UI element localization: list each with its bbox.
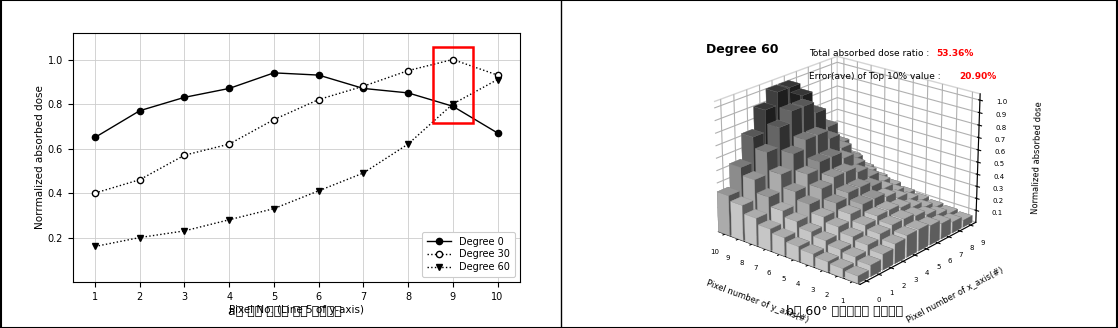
Degree 60 <box>178 229 191 233</box>
Degree 30 <box>446 57 459 61</box>
Degree 0 <box>267 71 281 75</box>
Degree 30 <box>267 118 281 122</box>
Degree 60 <box>446 102 459 106</box>
Degree 0 <box>401 91 415 95</box>
Degree 60 <box>491 78 504 82</box>
Text: Total absorbed dose ratio :: Total absorbed dose ratio : <box>809 49 932 58</box>
Degree 0 <box>222 87 236 91</box>
Degree 0 <box>88 135 102 139</box>
Degree 30 <box>133 178 146 182</box>
Degree 30 <box>88 191 102 195</box>
Degree 30 <box>401 69 415 72</box>
Degree 60 <box>222 218 236 222</box>
Degree 0 <box>312 73 325 77</box>
X-axis label: Pixel number of y_axis(#): Pixel number of y_axis(#) <box>705 279 809 325</box>
Y-axis label: Pixel number of x_axis(#): Pixel number of x_axis(#) <box>906 264 1005 324</box>
Degree 60 <box>401 142 415 146</box>
Degree 60 <box>133 236 146 239</box>
Degree 0 <box>357 87 370 91</box>
Degree 60 <box>357 171 370 175</box>
Degree 60 <box>312 189 325 193</box>
Degree 30 <box>312 98 325 102</box>
X-axis label: Pixel No. (Line 5 of y-axis): Pixel No. (Line 5 of y-axis) <box>229 305 363 315</box>
Line: Degree 60: Degree 60 <box>92 76 501 250</box>
Degree 30 <box>222 142 236 146</box>
Degree 30 <box>178 153 191 157</box>
Degree 60 <box>88 244 102 248</box>
Line: Degree 30: Degree 30 <box>92 56 501 196</box>
Y-axis label: Norrmalized absorbed dose: Norrmalized absorbed dose <box>35 86 45 229</box>
Legend: Degree 0, Degree 30, Degree 60: Degree 0, Degree 30, Degree 60 <box>423 232 515 277</box>
Text: b） 60° 각도에서의 흥수선량: b） 60° 각도에서의 흥수선량 <box>786 305 902 318</box>
Bar <box>433 47 473 123</box>
Degree 0 <box>133 109 146 113</box>
Line: Degree 0: Degree 0 <box>92 70 501 140</box>
Text: 20.90%: 20.90% <box>959 72 997 81</box>
Degree 0 <box>446 104 459 108</box>
Degree 0 <box>178 95 191 99</box>
Text: 53.36%: 53.36% <box>937 49 974 58</box>
Degree 60 <box>267 207 281 211</box>
Text: a） 각도 변화에 따른 흥수선량: a） 각도 변화에 따른 흥수선량 <box>228 305 342 318</box>
Degree 0 <box>491 131 504 135</box>
Text: Degree 60: Degree 60 <box>705 43 778 56</box>
Text: Error(ave) of Top 10% value :: Error(ave) of Top 10% value : <box>809 72 944 81</box>
Degree 30 <box>357 84 370 88</box>
Degree 30 <box>491 73 504 77</box>
